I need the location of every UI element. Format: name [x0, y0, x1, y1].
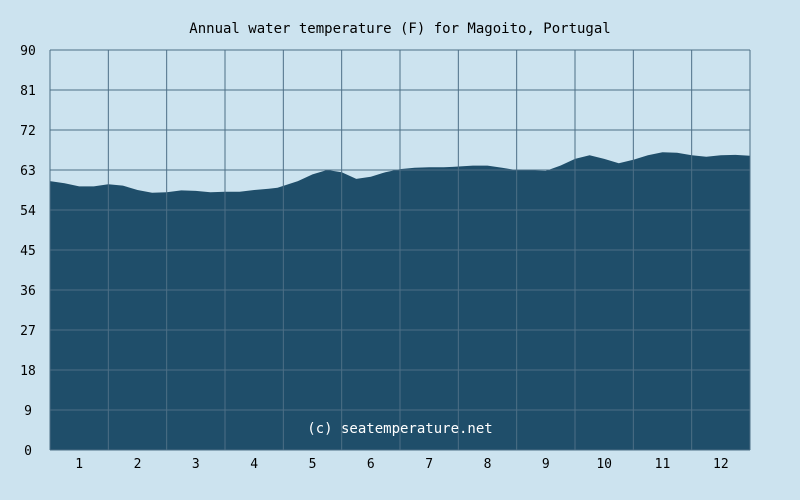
y-tick-label: 72 [20, 124, 36, 139]
y-tick-label: 81 [20, 84, 36, 99]
y-tick-label: 18 [20, 364, 36, 379]
x-tick-label: 7 [425, 457, 433, 472]
y-tick-label: 36 [20, 284, 36, 299]
x-tick-label: 4 [250, 457, 258, 472]
x-tick-label: 9 [542, 457, 550, 472]
y-axis: 0 9 18 27 36 45 54 63 72 81 90 [20, 44, 36, 459]
x-axis: 1 2 3 4 5 6 7 8 9 10 11 12 [75, 457, 728, 472]
y-tick-label: 9 [24, 404, 32, 419]
credit-text: (c) seatemperature.net [307, 421, 492, 437]
plot-area [49, 49, 751, 451]
chart-title: Annual water temperature (F) for Magoito… [189, 21, 610, 37]
y-tick-label: 27 [20, 324, 36, 339]
y-tick-label: 45 [20, 244, 36, 259]
x-tick-label: 8 [484, 457, 492, 472]
x-tick-label: 12 [713, 457, 729, 472]
y-tick-label: 0 [24, 444, 32, 459]
x-tick-label: 1 [75, 457, 83, 472]
y-tick-label: 90 [20, 44, 36, 59]
x-tick-label: 5 [309, 457, 317, 472]
y-tick-label: 54 [20, 204, 36, 219]
x-tick-label: 11 [655, 457, 671, 472]
x-tick-label: 6 [367, 457, 375, 472]
y-tick-label: 63 [20, 164, 36, 179]
x-tick-label: 3 [192, 457, 200, 472]
x-tick-label: 2 [134, 457, 142, 472]
x-tick-label: 10 [596, 457, 612, 472]
